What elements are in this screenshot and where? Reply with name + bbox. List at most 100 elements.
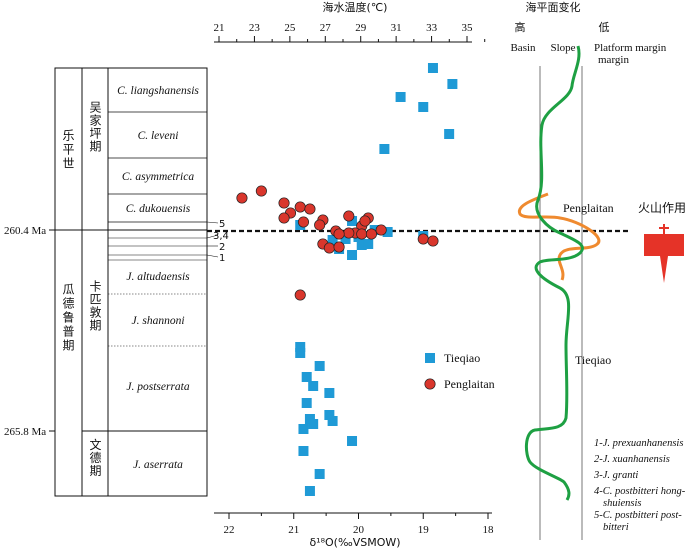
- bottom-axis-tick-label: 20: [353, 524, 365, 536]
- strat-column-frame: [54, 67, 208, 497]
- tieqiao-curve-label: Tieqiao: [575, 353, 611, 367]
- column-basin: Basin: [510, 42, 536, 54]
- tieqiao-point: [327, 416, 338, 426]
- top-axis: 21 23 25 27 29 31 33 35: [214, 22, 486, 43]
- bottom-axis-tick-label: 22: [224, 524, 235, 536]
- penglaitan-point: [278, 212, 290, 224]
- tieqiao-point: [379, 144, 390, 154]
- penglaitan-point: [359, 215, 371, 227]
- subzone-label: 5: [219, 219, 225, 230]
- subzone-label: 1: [219, 253, 225, 264]
- tieqiao-point: [295, 342, 306, 352]
- tieqiao-point: [314, 361, 325, 371]
- penglaitan-curve-label: Penglaitan: [563, 201, 614, 215]
- tieqiao-point: [314, 469, 325, 479]
- column-slope: Slope: [550, 42, 575, 54]
- footnote: 5-C. postbitteri post-: [594, 510, 682, 521]
- penglaitan-point: [375, 224, 387, 236]
- sea-level-low: 低: [599, 21, 610, 34]
- age-label: 265.8 Ma: [4, 426, 46, 438]
- penglaitan-point: [294, 289, 306, 301]
- tieqiao-point: [347, 216, 358, 226]
- zone-label: C. dukouensis: [126, 203, 191, 215]
- subzone-leader: [206, 221, 219, 224]
- penglaitan-point: [417, 233, 429, 245]
- series-label-guadalupian: 瓜德鲁普期: [61, 283, 75, 353]
- sea-level-panel: 海平面变化 高 低 Basin Slope Platform margin ma…: [510, 0, 686, 540]
- top-axis-tick-label: 25: [284, 22, 296, 34]
- tieqiao-point: [298, 446, 309, 456]
- top-axis-tick-label: 27: [320, 22, 332, 34]
- tieqiao-point: [395, 92, 406, 102]
- footnote: shuiensis: [603, 498, 642, 509]
- penglaitan-point: [356, 228, 368, 240]
- tieqiao-point: [301, 398, 312, 408]
- zone-label: J. aserrata: [133, 459, 183, 471]
- penglaitan-point: [343, 227, 355, 239]
- zone-label: C. liangshanensis: [117, 85, 199, 97]
- sea-level-title: 海平面变化: [526, 0, 581, 14]
- footnote: 3-J. granti: [593, 470, 638, 481]
- tieqiao-point: [356, 240, 367, 250]
- zone-label: C. leveni: [138, 130, 179, 142]
- stratigraphic-column: 乐平世 瓜德鲁普期 吴家坪期 卡匹敦期 文德期 C. liangshanensi…: [4, 67, 229, 497]
- penglaitan-point: [304, 203, 316, 215]
- subzone-label: 3,4: [213, 231, 229, 242]
- stage-label-capitanian: 卡匹敦期: [88, 280, 102, 332]
- stage-label-wuchiapingian: 吴家坪期: [88, 101, 102, 153]
- footnote: 2-J. xuanhanensis: [594, 454, 670, 465]
- legend-label-tieqiao: Tieqiao: [444, 351, 480, 365]
- legend-label-penglaitan: Penglaitan: [444, 377, 495, 391]
- penglaitan-point: [297, 216, 310, 228]
- footnote: 4-C. postbitteri hong-: [594, 486, 686, 497]
- footnote: bitteri: [603, 522, 629, 533]
- tieqiao-point: [363, 239, 374, 249]
- top-axis-tick-label: 33: [426, 22, 438, 34]
- top-axis-tick-label: 35: [462, 22, 474, 34]
- subzone-leader: [206, 234, 219, 239]
- top-axis-tick-label: 23: [249, 22, 261, 34]
- penglaitan-point: [278, 197, 290, 209]
- penglaitan-point: [427, 235, 439, 247]
- top-axis-title: 海水温度(℃): [323, 0, 388, 14]
- tieqiao-point: [298, 424, 309, 434]
- sea-level-high: 高: [515, 20, 526, 34]
- penglaitan-point: [333, 241, 345, 253]
- penglaitan-point: [294, 201, 306, 213]
- tieqiao-point: [324, 388, 335, 398]
- tieqiao-point: [301, 372, 312, 382]
- bottom-axis-tick-label: 21: [288, 524, 299, 536]
- penglaitan-point: [236, 192, 248, 204]
- tieqiao-point: [295, 348, 306, 358]
- tieqiao-point: [308, 419, 319, 429]
- tieqiao-point: [340, 234, 351, 244]
- column-platform-margin-2: margin: [598, 54, 629, 66]
- top-axis-tick-label: 29: [355, 22, 367, 34]
- penglaitan-point: [333, 228, 345, 240]
- tieqiao-point: [418, 102, 429, 112]
- column-platform-margin: Platform margin: [594, 42, 667, 54]
- penglaitan-sea-level-curve: [517, 192, 601, 281]
- penglaitan-point: [314, 219, 326, 231]
- tieqiao-point: [304, 486, 315, 496]
- footnotes: 1-J. prexuanhanensis 2-J. xuanhanensis 3…: [593, 438, 686, 533]
- penglaitan-point: [255, 185, 267, 197]
- tieqiao-point: [447, 79, 458, 89]
- data-points: [236, 63, 458, 496]
- series-label-lopingian: 乐平世: [61, 129, 75, 171]
- zone-label: J. postserrata: [126, 381, 190, 393]
- volcano-icon: [644, 234, 684, 283]
- tieqiao-point: [382, 227, 393, 237]
- legend-marker-tieqiao: [425, 353, 435, 363]
- tieqiao-sea-level-curve: [524, 45, 584, 501]
- zone-label: J. shannoni: [131, 315, 184, 327]
- age-label: 260.4 Ma: [4, 225, 46, 237]
- zone-label: J. altudaensis: [126, 271, 190, 283]
- tieqiao-point: [324, 410, 335, 420]
- legend: Tieqiao Penglaitan: [424, 351, 495, 391]
- penglaitan-point: [365, 228, 377, 240]
- bottom-axis: 22 21 20 19 18: [214, 512, 494, 536]
- tieqiao-point: [308, 381, 319, 391]
- penglaitan-point: [323, 242, 335, 254]
